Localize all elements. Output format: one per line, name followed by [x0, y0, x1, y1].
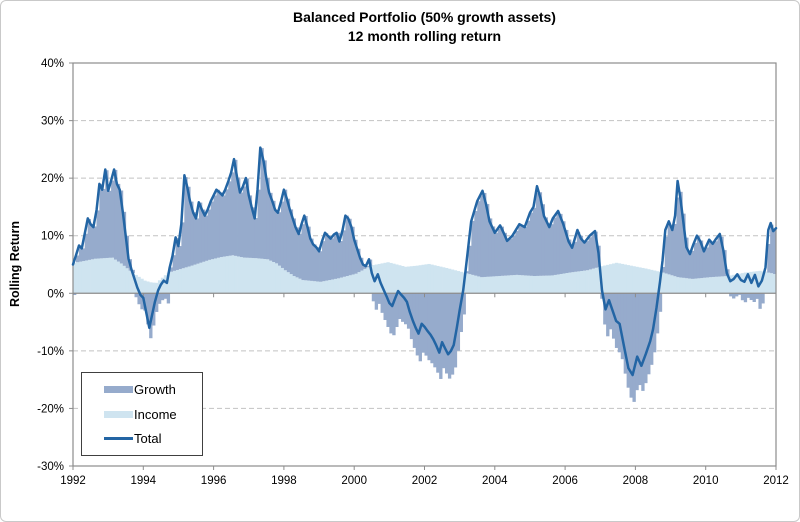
svg-text:-30%: -30% [37, 461, 64, 473]
svg-text:0%: 0% [47, 288, 64, 300]
svg-text:30%: 30% [41, 116, 64, 128]
income-bars [73, 255, 777, 294]
x-axis-labels: 1992 1994 1996 1998 2000 2002 2004 2006 2008 2010… [60, 475, 789, 487]
legend-label-total: Total [134, 430, 162, 446]
svg-text:10%: 10% [41, 231, 64, 243]
svg-text:2004: 2004 [482, 475, 508, 487]
chart-title-line2: 12 month rolling return [347, 28, 502, 44]
chart-title-line1: Balanced Portfolio (50% growth assets) [293, 9, 556, 25]
legend: Growth Income Total [81, 372, 203, 456]
svg-text:40%: 40% [41, 58, 64, 70]
legend-item-income: Income [104, 407, 202, 422]
svg-text:2010: 2010 [693, 475, 719, 487]
legend-item-growth: Growth [104, 382, 202, 397]
zero-axis [72, 292, 777, 298]
y-gridlines [73, 120, 776, 409]
svg-text:2000: 2000 [341, 475, 367, 487]
y-axis-labels: 40% 30% 20% 10% 0% -10% -20% -30% [37, 58, 64, 473]
svg-text:2008: 2008 [623, 475, 649, 487]
svg-text:2006: 2006 [552, 475, 578, 487]
svg-text:1992: 1992 [60, 475, 86, 487]
svg-text:2012: 2012 [763, 475, 789, 487]
chart-title: Balanced Portfolio (50% growth assets) 1… [73, 8, 776, 46]
svg-text:20%: 20% [41, 173, 64, 185]
legend-label-growth: Growth [134, 382, 176, 398]
svg-text:1998: 1998 [271, 475, 297, 487]
legend-item-total: Total [104, 431, 202, 446]
svg-text:1994: 1994 [131, 475, 157, 487]
svg-text:-20%: -20% [37, 403, 64, 415]
income-swatch-icon [104, 410, 133, 418]
growth-swatch-icon [104, 386, 133, 394]
svg-text:-10%: -10% [37, 346, 64, 358]
total-line-series [71, 146, 778, 377]
svg-text:2002: 2002 [412, 475, 438, 487]
total-swatch-icon [104, 436, 133, 440]
svg-text:1996: 1996 [201, 475, 227, 487]
legend-label-income: Income [134, 406, 177, 422]
